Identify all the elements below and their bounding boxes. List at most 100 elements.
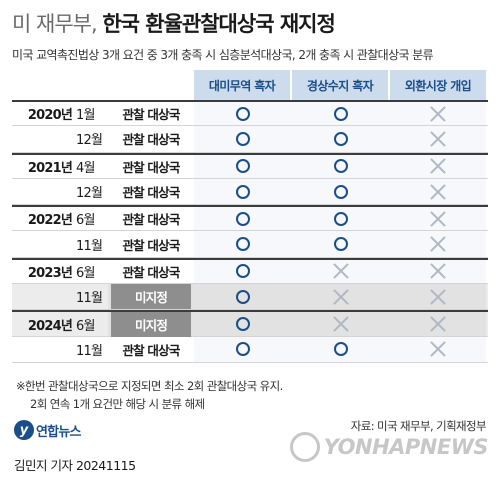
not-met-cross-icon	[430, 211, 446, 227]
met-circle-icon	[236, 264, 250, 279]
met-circle-icon	[236, 106, 250, 121]
table-row: 12월 관찰 대상국	[12, 126, 488, 153]
criteria-cell	[292, 178, 390, 205]
not-met-cross-icon	[333, 289, 349, 305]
table-row: 2022년 6월 관찰 대상국	[12, 205, 488, 232]
row-status-cell: 관찰 대상국	[108, 126, 194, 151]
met-circle-icon	[236, 289, 250, 304]
row-status-cell: 관찰 대상국	[108, 155, 194, 178]
not-met-cross-icon	[430, 289, 446, 305]
row-status-cell: 관찰 대상국	[108, 102, 194, 125]
status-table: 대미무역 흑자 경상수지 흑자 외환시장 개입 2020년 1월 관찰 대상국 12월…	[12, 70, 488, 363]
criteria-cell	[390, 102, 486, 126]
footnote-2: 2회 연속 1개 요건만 해당 시 분류 해제	[30, 397, 205, 411]
row-year	[12, 231, 76, 256]
criteria-cell	[292, 207, 390, 231]
row-status-cell: 관찰 대상국	[108, 231, 194, 256]
criteria-cell	[194, 178, 292, 205]
criteria-cell	[292, 259, 390, 284]
not-met-cross-icon	[430, 236, 446, 252]
watermark-logo-icon	[289, 432, 320, 462]
row-year: 2020년	[27, 108, 73, 124]
row-month: 11월	[76, 291, 103, 307]
criteria-cell	[292, 154, 390, 178]
byline: 김민지 기자 20241115	[14, 458, 136, 473]
subtitle: 미국 교역촉진법상 3개 요건 중 3개 충족 시 심층분석대상국, 2개 충족…	[12, 48, 434, 62]
met-circle-icon	[334, 106, 348, 121]
row-month: 6월	[76, 265, 95, 281]
met-circle-icon	[236, 184, 250, 199]
criteria-cell	[292, 312, 390, 336]
status-label-monitoring: 관찰 대상국	[122, 342, 180, 358]
criteria-cell	[194, 312, 292, 336]
table-row: 2023년 6월 관찰 대상국	[12, 257, 488, 285]
not-met-cross-icon	[430, 106, 446, 122]
header-fx-intervention: 외환시장 개입	[390, 70, 486, 100]
row-status-cell: 관찰 대상국	[108, 337, 194, 362]
not-met-cross-icon	[430, 341, 446, 357]
table-row: 2024년 6월 미지정	[12, 310, 488, 337]
row-year	[12, 337, 76, 362]
row-month: 11월	[76, 343, 103, 359]
header-spacer	[12, 70, 194, 100]
row-status-cell: 미지정	[108, 311, 194, 337]
source-note: 자료: 미국 재무부, 기획재정부	[350, 419, 487, 433]
criteria-cell	[390, 154, 486, 178]
criteria-cell	[194, 126, 292, 152]
criteria-cell	[390, 284, 486, 310]
met-circle-icon	[334, 211, 348, 226]
row-month: 12월	[76, 133, 103, 149]
table-body: 2020년 1월 관찰 대상국 12월 관찰 대상국 2021년 4월 관찰 대상국 12월 관찰…	[12, 100, 488, 363]
criteria-cell	[292, 126, 390, 152]
met-circle-icon	[334, 184, 348, 199]
criteria-cell	[194, 284, 292, 310]
criteria-cell	[390, 231, 486, 257]
row-status-cell: 관찰 대상국	[108, 179, 194, 204]
row-month: 6월	[76, 318, 95, 334]
row-year: 2022년	[27, 213, 73, 229]
criteria-cell	[194, 102, 292, 126]
criteria-cell	[390, 178, 486, 205]
met-circle-icon	[334, 237, 348, 252]
status-label-monitoring: 관찰 대상국	[122, 237, 180, 253]
criteria-cell	[194, 259, 292, 284]
status-label-monitoring: 관찰 대상국	[122, 159, 180, 175]
row-year: 2021년	[27, 160, 73, 176]
criteria-cell	[292, 102, 390, 126]
criteria-cell	[194, 207, 292, 231]
title-prefix: 미 재무부,	[12, 12, 98, 36]
not-met-cross-icon	[430, 158, 446, 174]
status-label-monitoring: 관찰 대상국	[122, 264, 180, 280]
not-met-cross-icon	[430, 184, 446, 200]
criteria-cell	[390, 312, 486, 336]
table-row: 2020년 1월 관찰 대상국	[12, 100, 488, 127]
yonhap-logo: y 연합뉴스	[14, 420, 81, 440]
row-status-cell: 관찰 대상국	[108, 207, 194, 230]
not-met-cross-icon	[333, 263, 349, 279]
page-title: 미 재무부, 한국 환율관찰대상국 재지정	[12, 8, 336, 38]
table-row: 11월 관찰 대상국	[12, 231, 488, 258]
criteria-cell	[390, 259, 486, 284]
header-current-account: 경상수지 흑자	[292, 70, 388, 100]
table-header: 대미무역 흑자 경상수지 흑자 외환시장 개입	[12, 70, 488, 100]
watermark: YONHAPNEWS	[289, 432, 489, 462]
met-circle-icon	[236, 237, 250, 252]
met-circle-icon	[334, 131, 348, 146]
header-trade-surplus: 대미무역 흑자	[194, 70, 290, 100]
criteria-cell	[194, 231, 292, 257]
title-main: 한국 환율관찰대상국 재지정	[102, 12, 335, 36]
yonhap-logo-text: 연합뉴스	[36, 424, 81, 440]
criteria-cell	[390, 207, 486, 231]
criteria-cell	[390, 336, 486, 362]
row-year	[12, 179, 76, 204]
met-circle-icon	[334, 342, 348, 357]
table-row: 11월 미지정	[12, 284, 488, 311]
row-year	[12, 126, 76, 151]
met-circle-icon	[334, 159, 348, 174]
watermark-text: YONHAPNEWS	[323, 435, 489, 459]
criteria-cell	[194, 154, 292, 178]
yonhap-logo-icon: y	[14, 420, 34, 440]
status-label-monitoring: 관찰 대상국	[122, 132, 180, 148]
not-met-cross-icon	[430, 263, 446, 279]
met-circle-icon	[236, 159, 250, 174]
